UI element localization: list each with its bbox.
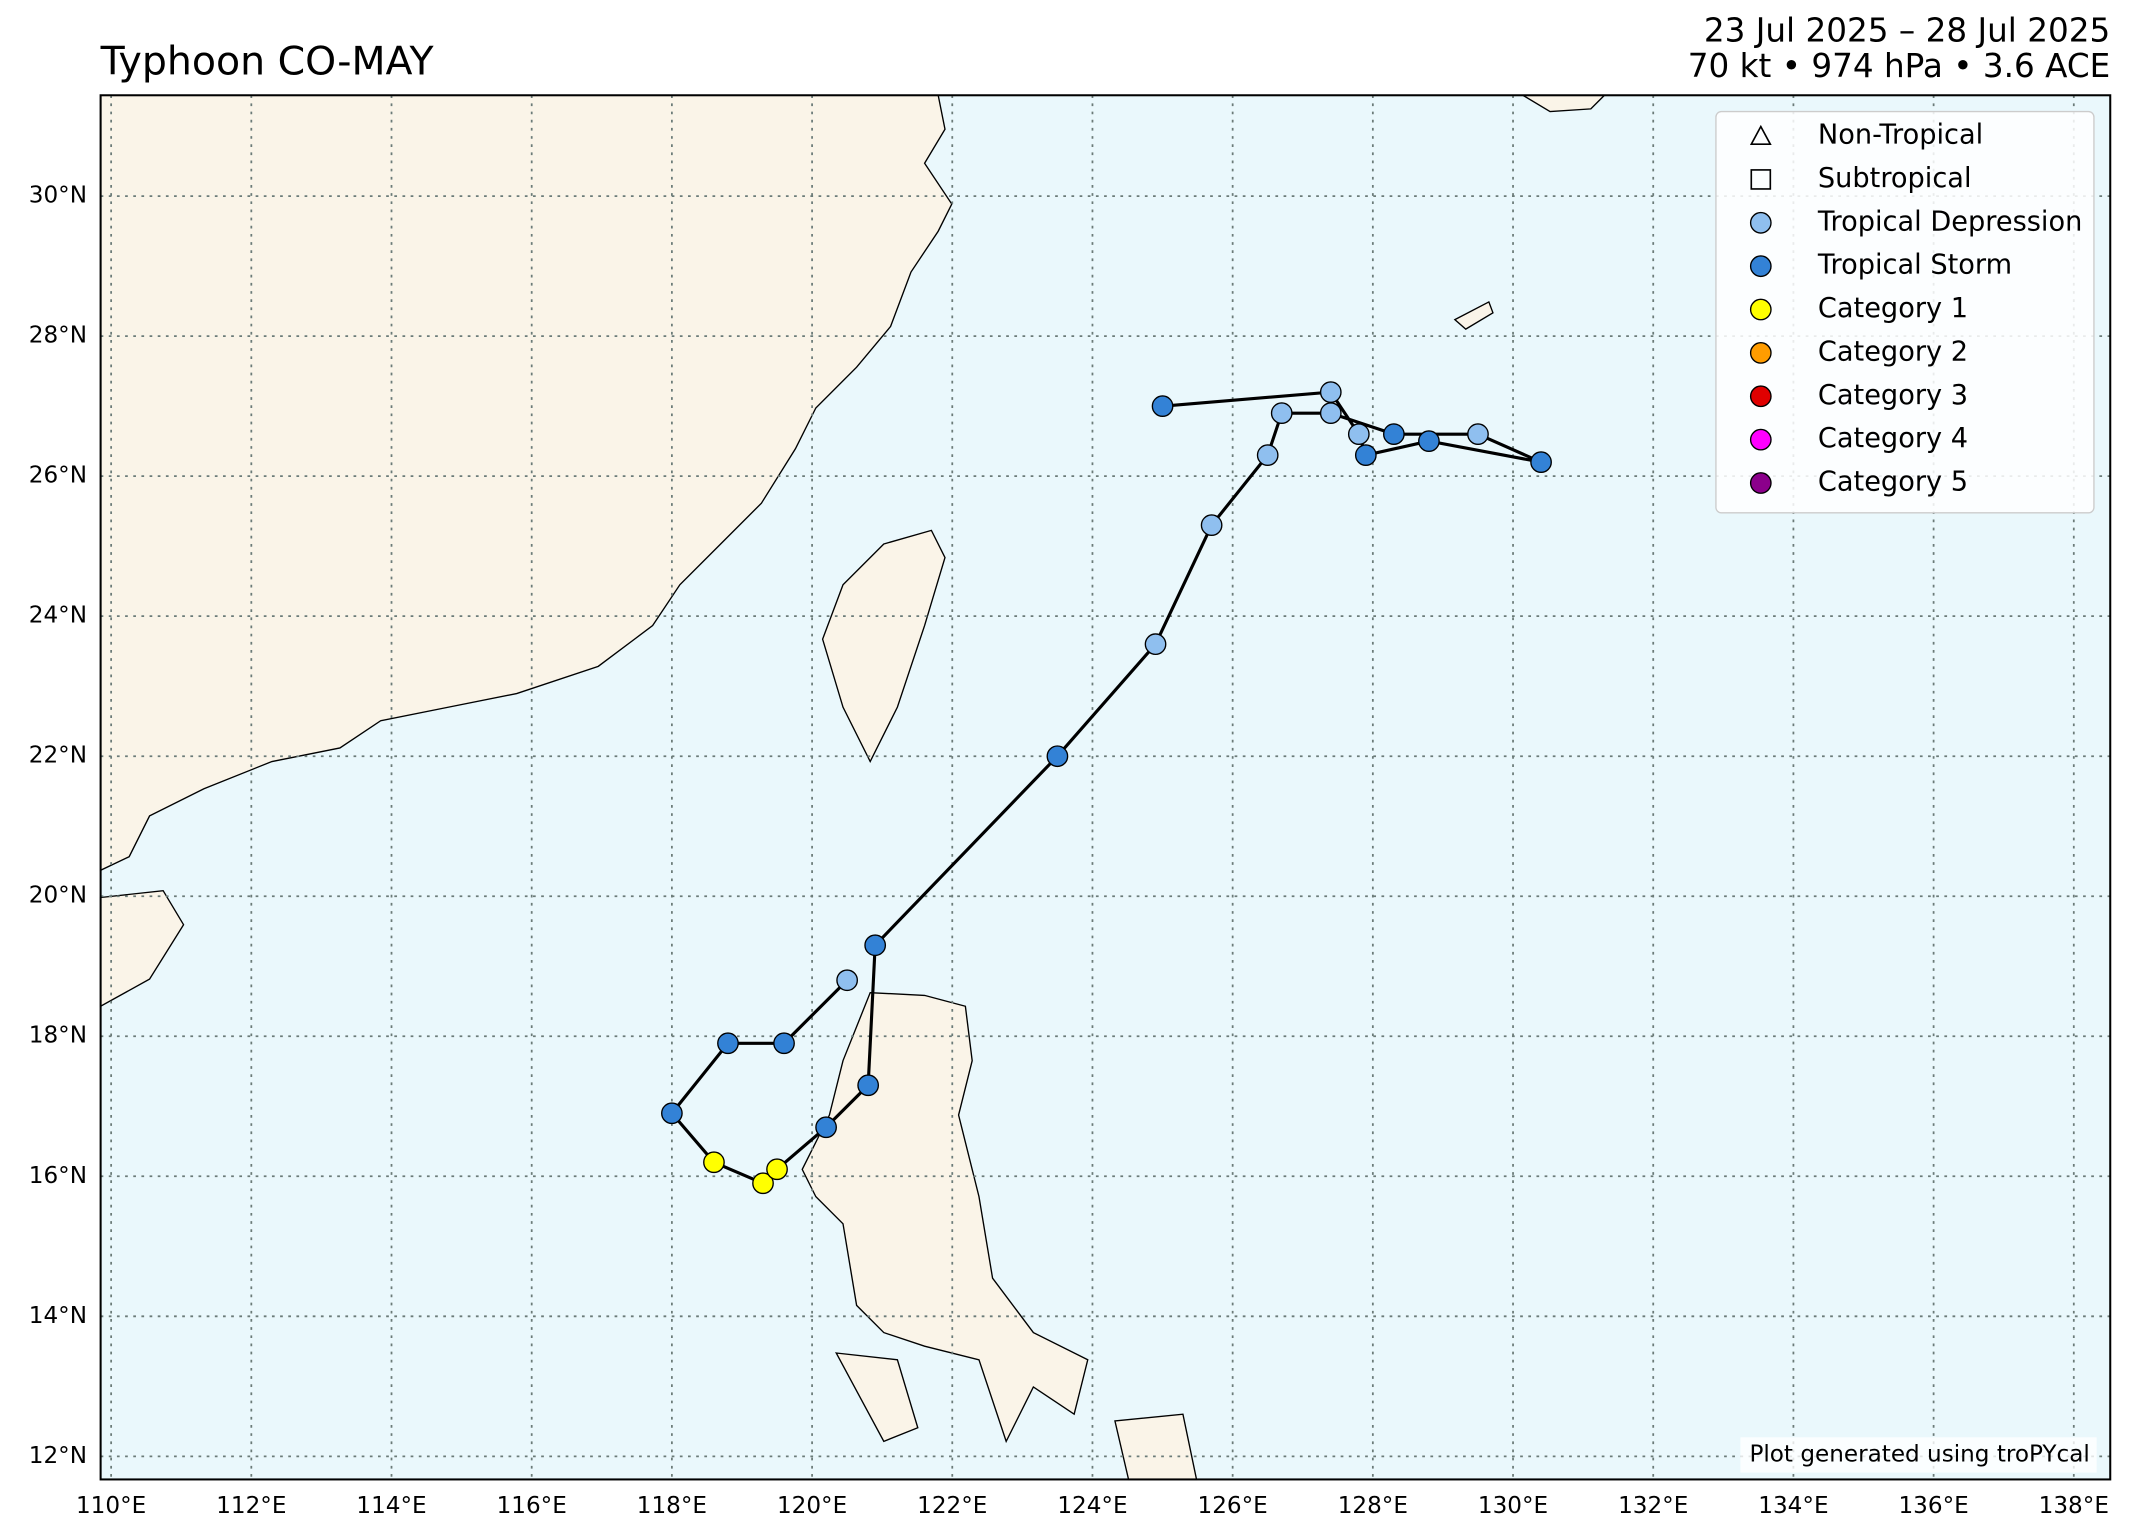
- y-tick-label: 14°N: [29, 1303, 87, 1329]
- legend-marker: [1749, 211, 1772, 234]
- legend-label: Category 1: [1818, 293, 1968, 324]
- x-tick-label: 122°E: [917, 1493, 987, 1519]
- legend-marker: [1749, 298, 1772, 321]
- credit: Plot generated using troPYcal: [1749, 1441, 2089, 1467]
- x-tick-label: 116°E: [497, 1493, 567, 1519]
- track-point: [1144, 633, 1167, 656]
- track-point: [1319, 402, 1342, 425]
- y-tick-label: 26°N: [29, 463, 87, 489]
- y-tick-label: 30°N: [29, 183, 87, 209]
- legend-marker: [1749, 124, 1772, 146]
- x-tick-label: 124°E: [1057, 1493, 1127, 1519]
- track-point: [1270, 402, 1293, 425]
- x-tick-label: 126°E: [1198, 1493, 1268, 1519]
- frame: [99, 94, 2112, 1481]
- track-point: [864, 934, 887, 957]
- track-point: [766, 1158, 788, 1181]
- date-range: 23 Jul 2025 – 28 Jul 2025: [1704, 12, 2110, 50]
- y-tick-label: 24°N: [29, 603, 87, 629]
- legend-label: Non-Tropical: [1818, 120, 1983, 151]
- legend-label: Category 3: [1818, 380, 1968, 411]
- x-tick-label: 132°E: [1618, 1493, 1688, 1519]
- ryukyu-island: [1453, 300, 1494, 330]
- samar: [1114, 1413, 1198, 1481]
- y-tick-label: 20°N: [29, 883, 87, 909]
- track-point: [1256, 444, 1279, 467]
- legend-label: Subtropical: [1818, 163, 1972, 194]
- track-point: [717, 1032, 739, 1055]
- x-tick-label: 120°E: [777, 1493, 847, 1519]
- track-point: [773, 1032, 795, 1055]
- x-tick-label: 138°E: [2039, 1493, 2109, 1519]
- track-point: [1382, 423, 1405, 446]
- track-point: [815, 1116, 837, 1139]
- mindoro: [834, 1352, 919, 1443]
- legend-label: Tropical Storm: [1817, 250, 2012, 281]
- legend: Non-Tropical Subtropical Tropical Depressi…: [1715, 110, 2095, 514]
- legend-label: Category 5: [1818, 467, 1968, 498]
- legend-marker: [1749, 385, 1772, 408]
- y-tick-label: 28°N: [29, 323, 87, 349]
- legend-box: [1715, 110, 2095, 514]
- track-point: [1467, 423, 1489, 446]
- x-tick-label: 128°E: [1338, 1493, 1408, 1519]
- x-tick-label: 136°E: [1898, 1493, 1968, 1519]
- y-tick-label: 22°N: [29, 743, 87, 769]
- x-tick-label: 110°E: [76, 1493, 146, 1519]
- track-point: [1046, 745, 1069, 768]
- track-point: [703, 1151, 725, 1174]
- legend-marker: [1749, 342, 1772, 364]
- legend-marker: [1749, 255, 1772, 278]
- legend-marker: [1749, 472, 1772, 494]
- china-coast: [99, 94, 953, 872]
- x-tick-label: 112°E: [216, 1493, 286, 1519]
- track-point: [857, 1074, 880, 1097]
- legend-label: Category 4: [1818, 423, 1968, 454]
- credit-background: [1740, 1437, 2097, 1473]
- track-point: [1200, 514, 1223, 537]
- legend-label: Category 2: [1818, 336, 1968, 367]
- land: [99, 94, 1607, 1481]
- x-tick-label: 130°E: [1478, 1493, 1548, 1519]
- track-point: [752, 1172, 774, 1195]
- track-point: [1354, 444, 1377, 467]
- track-point: [661, 1102, 683, 1125]
- legend-marker: [1750, 169, 1772, 190]
- chart-title: Typhoon CO-MAY: [100, 38, 435, 84]
- track-point: [1319, 381, 1342, 404]
- y-tick-label: 18°N: [29, 1023, 87, 1049]
- taiwan: [821, 529, 946, 764]
- track-point: [836, 969, 859, 992]
- storm-summary: 70 kt • 974 hPa • 3.6 ACE: [1688, 47, 2110, 85]
- track-point: [1151, 395, 1174, 418]
- legend-marker: [1749, 428, 1772, 451]
- x-tick-label: 134°E: [1758, 1493, 1828, 1519]
- y-tick-label: 12°N: [29, 1443, 87, 1469]
- track: [661, 381, 1552, 1195]
- track-point: [1530, 451, 1552, 474]
- x-tick-label: 118°E: [637, 1493, 707, 1519]
- x-tick-label: 114°E: [356, 1493, 426, 1519]
- track-point: [1418, 430, 1440, 453]
- legend-label: Tropical Depression: [1817, 206, 2082, 237]
- track-point: [1347, 423, 1370, 446]
- luzon: [801, 991, 1089, 1444]
- y-tick-label: 16°N: [29, 1163, 87, 1189]
